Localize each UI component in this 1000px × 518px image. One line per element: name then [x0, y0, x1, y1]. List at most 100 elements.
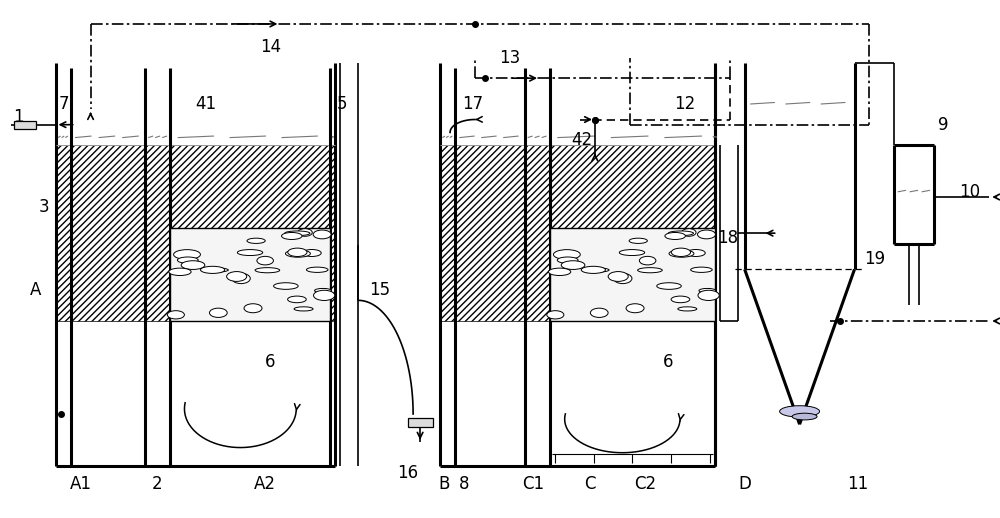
Text: 2: 2: [152, 474, 163, 493]
Ellipse shape: [686, 250, 705, 256]
Text: 5: 5: [337, 95, 347, 113]
Text: 1: 1: [13, 108, 24, 126]
Ellipse shape: [561, 261, 585, 269]
Ellipse shape: [699, 289, 716, 293]
Text: A1: A1: [70, 474, 92, 493]
Text: 6: 6: [663, 353, 673, 371]
Bar: [145, 146, 170, 321]
Ellipse shape: [682, 228, 696, 236]
Ellipse shape: [581, 266, 605, 274]
Ellipse shape: [232, 274, 250, 283]
Bar: [71, 146, 145, 321]
Ellipse shape: [582, 268, 609, 272]
Text: 15: 15: [370, 281, 391, 299]
Text: 17: 17: [462, 95, 484, 113]
Text: 10: 10: [959, 183, 980, 201]
Ellipse shape: [274, 283, 298, 290]
Ellipse shape: [639, 256, 656, 265]
Ellipse shape: [698, 290, 719, 300]
Ellipse shape: [288, 248, 307, 256]
Ellipse shape: [553, 250, 580, 260]
Ellipse shape: [302, 250, 321, 256]
Ellipse shape: [288, 296, 306, 303]
Ellipse shape: [638, 268, 662, 273]
Ellipse shape: [167, 311, 184, 319]
Ellipse shape: [614, 274, 632, 283]
Text: 42: 42: [571, 131, 592, 149]
Bar: [408, 418, 433, 427]
Ellipse shape: [314, 290, 335, 300]
Ellipse shape: [315, 289, 331, 293]
Text: 7: 7: [58, 95, 69, 113]
Text: C2: C2: [634, 474, 656, 493]
Text: C1: C1: [522, 474, 544, 493]
Text: D: D: [738, 474, 751, 493]
Text: 13: 13: [499, 49, 521, 66]
Text: 14: 14: [260, 38, 281, 56]
Ellipse shape: [209, 308, 227, 318]
Ellipse shape: [306, 267, 328, 272]
Ellipse shape: [244, 304, 262, 313]
Ellipse shape: [201, 266, 225, 274]
Ellipse shape: [298, 228, 312, 236]
Text: 6: 6: [265, 353, 276, 371]
Text: A: A: [30, 281, 41, 299]
Ellipse shape: [294, 307, 313, 311]
Ellipse shape: [282, 233, 302, 239]
Ellipse shape: [547, 311, 564, 319]
Ellipse shape: [181, 261, 205, 269]
Ellipse shape: [629, 238, 647, 243]
Bar: [550, 146, 715, 228]
Ellipse shape: [548, 268, 571, 276]
Ellipse shape: [668, 231, 693, 236]
Ellipse shape: [671, 248, 691, 256]
Ellipse shape: [691, 267, 712, 272]
Ellipse shape: [671, 296, 690, 303]
Bar: [550, 228, 715, 321]
Text: C: C: [584, 474, 596, 493]
Text: 8: 8: [459, 474, 469, 493]
Bar: [330, 146, 335, 321]
Ellipse shape: [285, 231, 310, 236]
Bar: [170, 228, 330, 321]
Ellipse shape: [626, 304, 644, 313]
Ellipse shape: [557, 257, 578, 263]
Bar: [170, 146, 330, 228]
Text: 11: 11: [847, 474, 868, 493]
Ellipse shape: [257, 256, 273, 265]
Ellipse shape: [698, 230, 715, 239]
Text: 19: 19: [864, 250, 885, 268]
Ellipse shape: [247, 238, 265, 243]
Text: B: B: [438, 474, 450, 493]
Text: 41: 41: [195, 95, 216, 113]
Ellipse shape: [177, 257, 198, 263]
Bar: [525, 146, 550, 321]
Bar: [440, 146, 455, 321]
Ellipse shape: [285, 250, 310, 257]
Text: 12: 12: [674, 95, 695, 113]
Ellipse shape: [792, 413, 817, 420]
Bar: [455, 146, 525, 321]
Ellipse shape: [169, 268, 191, 276]
Bar: [14, 121, 36, 129]
Bar: [56, 146, 71, 321]
Ellipse shape: [313, 230, 331, 239]
Ellipse shape: [255, 268, 280, 273]
Text: 16: 16: [398, 465, 419, 482]
Ellipse shape: [665, 233, 685, 239]
Ellipse shape: [227, 271, 247, 281]
Ellipse shape: [174, 250, 200, 260]
Ellipse shape: [780, 406, 820, 417]
Text: 3: 3: [38, 198, 49, 217]
Ellipse shape: [678, 307, 697, 311]
Ellipse shape: [201, 268, 228, 272]
Text: A2: A2: [254, 474, 276, 493]
Ellipse shape: [669, 250, 694, 257]
Ellipse shape: [657, 283, 681, 290]
Ellipse shape: [619, 250, 645, 255]
Ellipse shape: [590, 308, 608, 318]
Text: 9: 9: [938, 116, 949, 134]
Text: 18: 18: [717, 229, 738, 247]
Ellipse shape: [237, 250, 263, 255]
Ellipse shape: [608, 271, 628, 281]
